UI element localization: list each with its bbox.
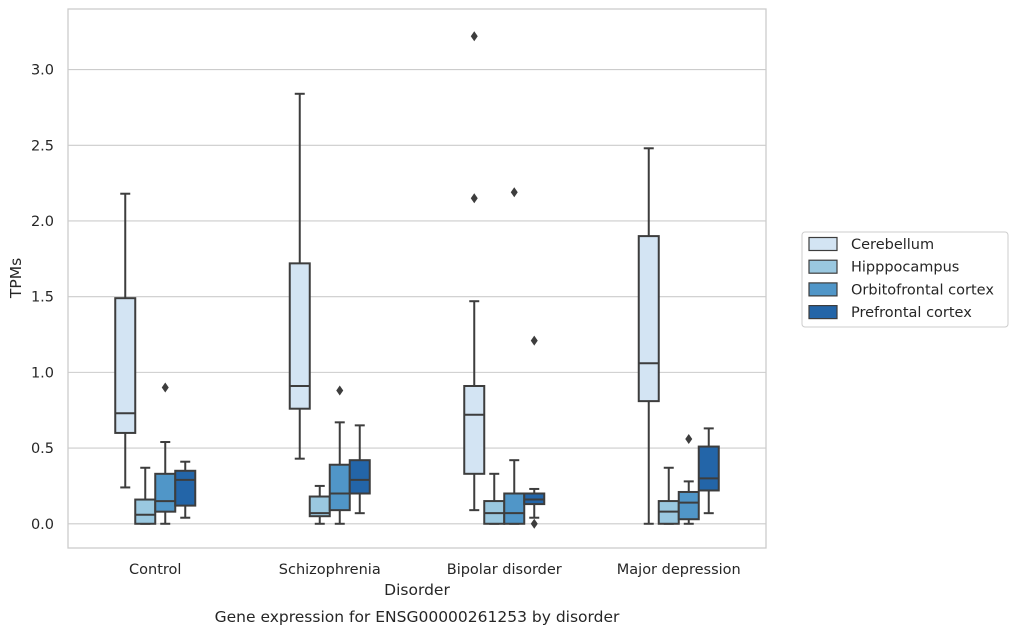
box-body	[174, 469, 197, 507]
box-body	[697, 445, 720, 492]
legend-swatch	[808, 236, 838, 252]
y-tick-label: 1.5	[31, 290, 54, 306]
x-tick-label: Schizophrenia	[279, 562, 381, 578]
box-body	[637, 235, 660, 403]
y-tick-label: 3.0	[31, 63, 54, 79]
box-0-1	[288, 92, 311, 460]
grid-layer	[68, 69, 766, 525]
box-3-3	[697, 427, 720, 515]
legend-label: Prefrontal cortex	[851, 305, 972, 321]
box-body	[677, 490, 700, 521]
outlier-point	[336, 385, 344, 396]
chart-caption: Gene expression for ENSG00000261253 by d…	[215, 608, 620, 626]
y-tick-label: 2.0	[31, 214, 54, 230]
x-tick-labels: Control Schizophrenia Bipolar disorder Majo…	[129, 562, 741, 578]
outlier-point	[470, 193, 478, 204]
legend: Cerebellum Hipppocampus Orbitofrontal cort…	[801, 231, 1009, 328]
box-3-0	[174, 460, 197, 519]
outlier-point	[470, 31, 478, 42]
box-0-0	[114, 192, 137, 489]
legend-frame	[801, 231, 1009, 328]
legend-label: Cerebellum	[851, 237, 934, 253]
box-body	[503, 492, 526, 525]
box-3-1	[348, 424, 371, 515]
outlier-point	[510, 187, 518, 198]
y-tick-labels: 0.0 0.5 1.0 1.5 2.0 2.5 3.0	[31, 63, 54, 533]
outlier-point	[530, 335, 538, 346]
x-axis-title: Disorder	[384, 581, 450, 599]
y-axis-title: TPMs	[7, 258, 25, 299]
box-1-3	[657, 466, 680, 525]
legend-swatch	[808, 282, 838, 297]
x-tick-label: Major depression	[617, 562, 741, 578]
legend-swatch	[808, 305, 838, 320]
box-0-3	[637, 147, 660, 525]
y-tick-label: 0.5	[31, 441, 54, 457]
y-tick-label: 1.0	[31, 365, 54, 381]
box-layer	[114, 31, 720, 529]
y-tick-label: 2.5	[31, 138, 54, 154]
plot-area	[67, 8, 767, 549]
outlier-point	[685, 433, 693, 444]
x-tick-label: Bipolar disorder	[447, 562, 562, 578]
box-3-2	[523, 335, 546, 529]
legend-label: Hipppocampus	[851, 260, 959, 276]
outlier-point	[161, 382, 169, 393]
box-1-2	[483, 472, 506, 525]
box-body	[348, 459, 371, 495]
legend-label: Orbitofrontal cortex	[851, 282, 994, 298]
legend-swatch	[808, 259, 838, 274]
box-0-2	[463, 31, 486, 512]
box-2-2	[503, 187, 526, 525]
box-body	[154, 472, 177, 513]
box-body	[288, 262, 311, 410]
box-body	[134, 498, 157, 525]
outlier-point	[530, 518, 538, 529]
box-body	[328, 463, 351, 512]
box-body	[114, 297, 137, 434]
box-body	[463, 384, 486, 475]
x-tick-label: Control	[129, 562, 181, 578]
box-2-0	[154, 382, 177, 525]
y-tick-label: 0.0	[31, 517, 54, 533]
box-2-3	[677, 433, 700, 525]
